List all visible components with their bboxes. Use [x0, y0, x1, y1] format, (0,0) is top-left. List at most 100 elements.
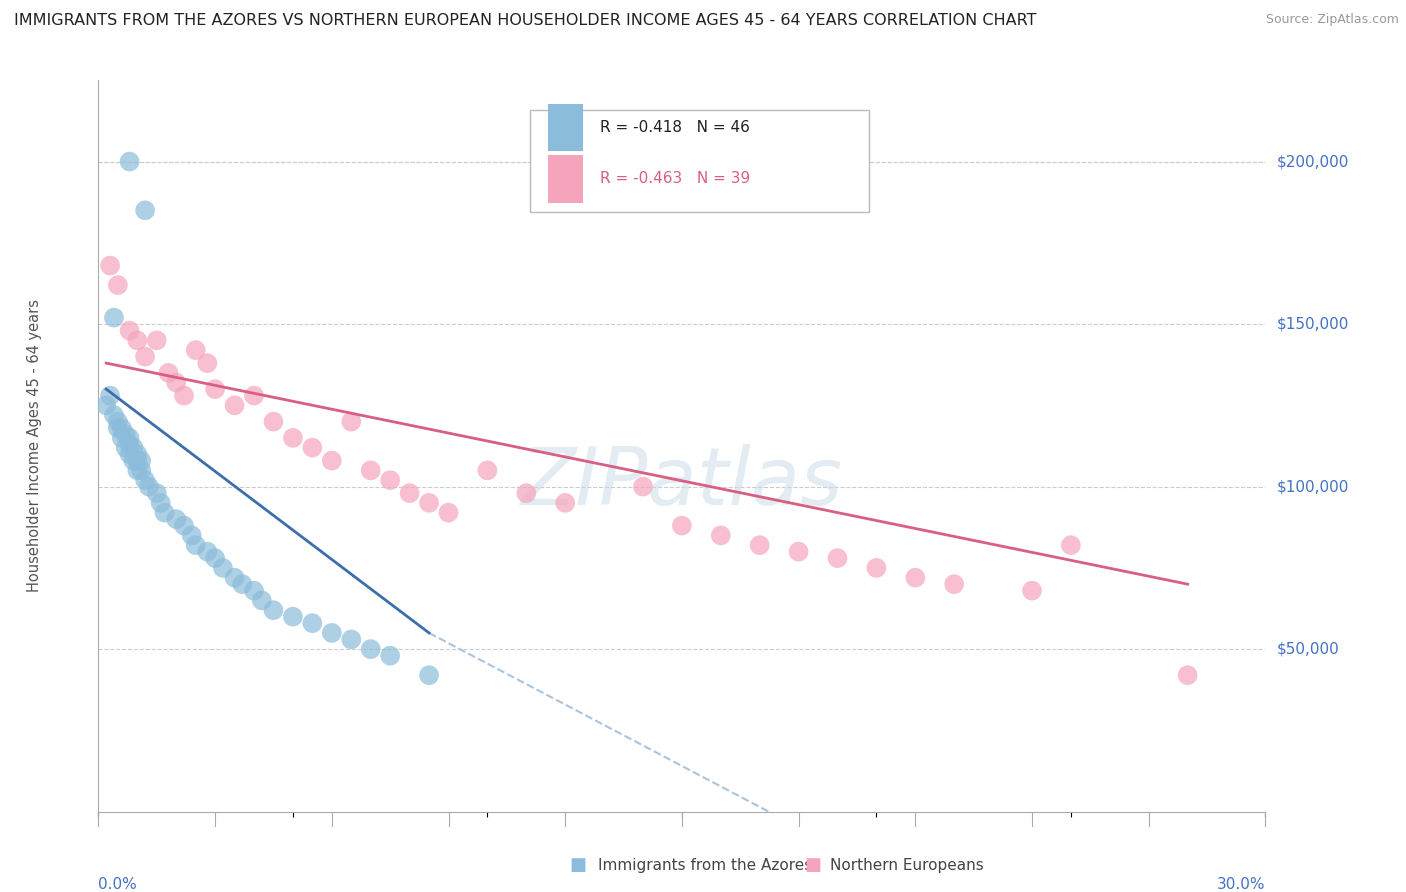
Point: [129, 463, 152, 477]
Point: [340, 632, 363, 647]
Point: [865, 561, 887, 575]
Point: [224, 398, 246, 412]
Point: [129, 453, 152, 467]
Point: [195, 356, 218, 370]
Point: [165, 376, 187, 390]
Point: [1177, 668, 1199, 682]
Text: Northern Europeans: Northern Europeans: [830, 858, 983, 872]
Point: [340, 415, 363, 429]
Point: [118, 431, 141, 445]
Point: [360, 463, 382, 477]
Point: [418, 496, 440, 510]
Point: [281, 609, 304, 624]
Point: [212, 561, 235, 575]
Point: [243, 389, 266, 403]
Point: [231, 577, 253, 591]
Text: $150,000: $150,000: [1277, 317, 1350, 332]
Text: IMMIGRANTS FROM THE AZORES VS NORTHERN EUROPEAN HOUSEHOLDER INCOME AGES 45 - 64 : IMMIGRANTS FROM THE AZORES VS NORTHERN E…: [14, 13, 1036, 29]
Point: [96, 398, 118, 412]
Point: [398, 486, 420, 500]
Point: [118, 324, 141, 338]
Point: [787, 544, 810, 558]
Point: [103, 310, 125, 325]
Point: [262, 415, 284, 429]
Point: [173, 518, 195, 533]
Point: [111, 431, 134, 445]
Point: [378, 473, 402, 487]
Point: [827, 551, 849, 566]
Point: [554, 496, 576, 510]
Point: [107, 278, 129, 293]
Point: [321, 626, 343, 640]
Point: [184, 538, 207, 552]
Point: [103, 408, 125, 422]
Point: [114, 441, 136, 455]
FancyBboxPatch shape: [530, 110, 869, 212]
Point: [281, 431, 304, 445]
Point: [138, 480, 160, 494]
Point: [301, 616, 323, 631]
Point: [184, 343, 207, 357]
Point: [1060, 538, 1083, 552]
Point: [107, 421, 129, 435]
Point: [250, 593, 273, 607]
Point: [904, 571, 927, 585]
Point: [224, 571, 246, 585]
Text: Immigrants from the Azores: Immigrants from the Azores: [598, 858, 811, 872]
Point: [118, 154, 141, 169]
Point: [107, 415, 129, 429]
Point: [180, 528, 202, 542]
Point: [195, 544, 218, 558]
Point: [134, 473, 156, 487]
Point: [134, 203, 156, 218]
Text: 30.0%: 30.0%: [1218, 877, 1265, 892]
Point: [204, 551, 226, 566]
Text: R = -0.463   N = 39: R = -0.463 N = 39: [600, 171, 751, 186]
Point: [127, 463, 149, 477]
Point: [243, 583, 266, 598]
Point: [127, 447, 149, 461]
Point: [204, 382, 226, 396]
Text: $200,000: $200,000: [1277, 154, 1350, 169]
Text: ZIPatlas: ZIPatlas: [520, 443, 844, 522]
Point: [118, 447, 141, 461]
Point: [301, 441, 323, 455]
Point: [477, 463, 499, 477]
Point: [748, 538, 770, 552]
Point: [173, 389, 195, 403]
Text: Source: ZipAtlas.com: Source: ZipAtlas.com: [1265, 13, 1399, 27]
Text: $100,000: $100,000: [1277, 479, 1350, 494]
Point: [1021, 583, 1043, 598]
Point: [321, 453, 343, 467]
Text: Householder Income Ages 45 - 64 years: Householder Income Ages 45 - 64 years: [27, 300, 42, 592]
Point: [710, 528, 733, 542]
Point: [943, 577, 966, 591]
Text: 0.0%: 0.0%: [98, 877, 138, 892]
FancyBboxPatch shape: [548, 155, 582, 202]
Point: [122, 441, 145, 455]
Point: [146, 334, 169, 348]
Point: [127, 334, 149, 348]
Point: [157, 366, 180, 380]
Point: [153, 506, 176, 520]
Text: R = -0.418   N = 46: R = -0.418 N = 46: [600, 120, 749, 135]
Point: [111, 421, 134, 435]
Point: [262, 603, 284, 617]
Point: [437, 506, 460, 520]
Point: [360, 642, 382, 657]
Point: [165, 512, 187, 526]
Text: ■: ■: [804, 856, 821, 874]
Point: [146, 486, 169, 500]
Point: [118, 437, 141, 451]
Point: [378, 648, 402, 663]
Point: [122, 453, 145, 467]
Text: $50,000: $50,000: [1277, 641, 1340, 657]
FancyBboxPatch shape: [548, 103, 582, 152]
Point: [127, 453, 149, 467]
Point: [515, 486, 537, 500]
Text: ■: ■: [569, 856, 586, 874]
Point: [418, 668, 440, 682]
Point: [98, 389, 121, 403]
Point: [114, 427, 136, 442]
Point: [671, 518, 693, 533]
